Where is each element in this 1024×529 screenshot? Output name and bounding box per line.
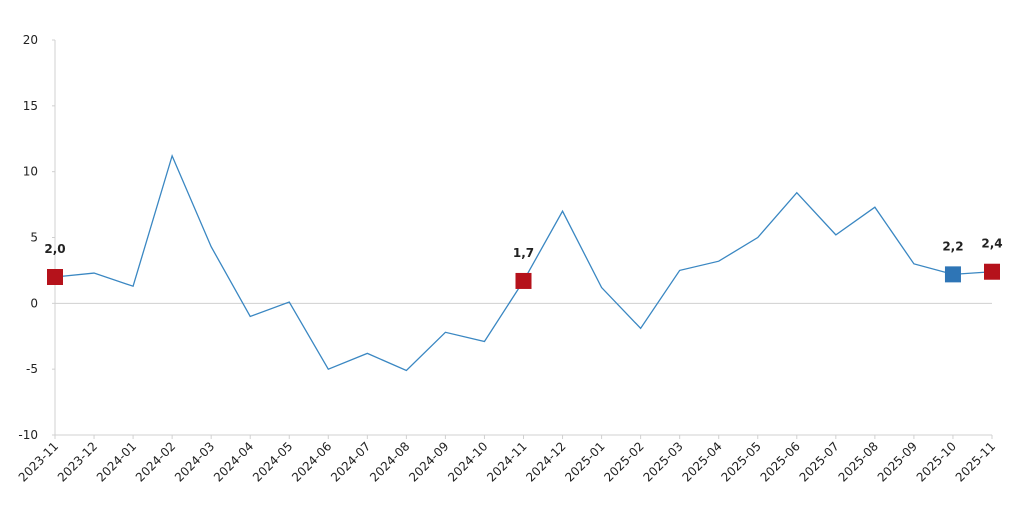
x-tick-label: 2024-02 — [133, 439, 178, 484]
x-tick-label: 2025-09 — [875, 439, 920, 484]
x-tick-label: 2025-07 — [797, 439, 842, 484]
x-tick-label: 2025-05 — [719, 439, 764, 484]
x-tick-label: 2025-06 — [758, 439, 803, 484]
x-tick-label: 2024-04 — [211, 439, 256, 484]
y-tick-label: 15 — [23, 99, 38, 113]
x-tick-label: 2025-03 — [640, 439, 685, 484]
value-label: 2,2 — [942, 239, 963, 253]
x-tick-label: 2023-12 — [55, 439, 100, 484]
highlight-marker — [984, 263, 1000, 280]
y-tick-label: 10 — [23, 165, 38, 179]
x-tick-label: 2024-05 — [250, 439, 295, 484]
x-tick-label: 2025-01 — [562, 439, 607, 484]
x-tick-label: 2025-02 — [601, 439, 646, 484]
x-tick-label: 2024-12 — [523, 439, 568, 484]
x-tick-label: 2024-06 — [289, 439, 334, 484]
value-label: 2,4 — [981, 237, 1002, 251]
y-tick-label: -5 — [26, 362, 38, 376]
highlight-marker — [47, 269, 63, 285]
x-tick-label: 2024-11 — [484, 439, 529, 484]
x-tick-label: 2025-10 — [914, 439, 959, 484]
x-tick-label: 2024-07 — [328, 439, 373, 484]
x-tick-label: 2024-08 — [367, 439, 412, 484]
x-tick-label: 2025-08 — [836, 439, 881, 484]
x-tick-label: 2023-11 — [16, 439, 61, 484]
x-tick-label: 2024-03 — [172, 439, 217, 484]
x-tick-label: 2024-10 — [445, 439, 490, 484]
x-tick-label: 2025-04 — [679, 439, 724, 484]
y-tick-label: 0 — [30, 296, 38, 310]
x-tick-label: 2025-11 — [953, 439, 998, 484]
y-tick-label: 5 — [30, 231, 38, 245]
series-line — [54, 153, 993, 372]
x-tick-label: 2024-09 — [406, 439, 451, 484]
x-tick-label: 2024-01 — [94, 439, 139, 484]
y-tick-label: -10 — [18, 428, 38, 442]
highlight-marker — [515, 272, 532, 289]
y-tick-label: 20 — [23, 33, 38, 47]
value-label: 2,0 — [44, 242, 65, 256]
value-label: 1,7 — [513, 246, 534, 260]
highlight-marker — [944, 266, 961, 283]
